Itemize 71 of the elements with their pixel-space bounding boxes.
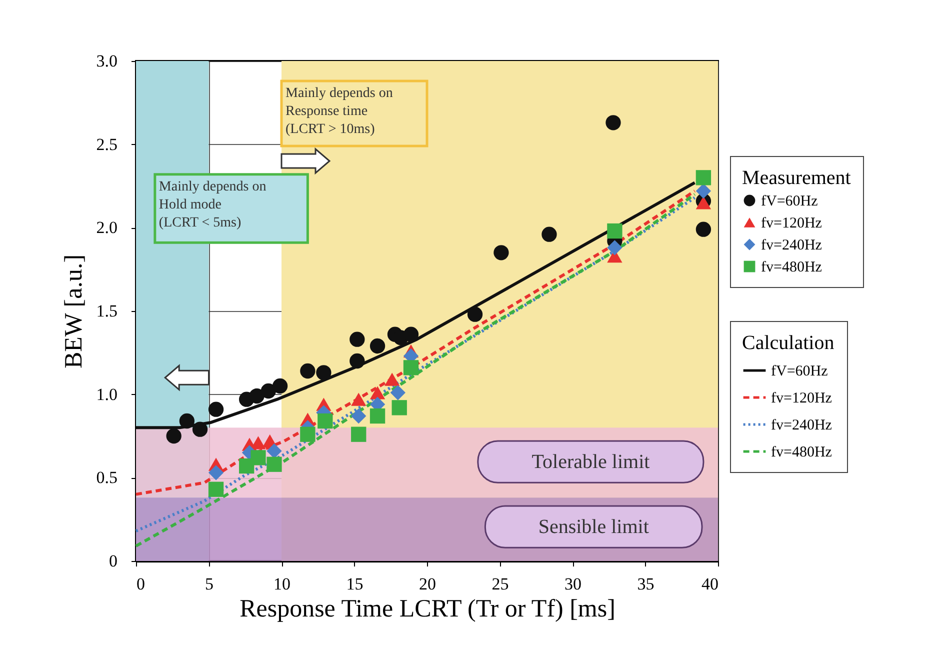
legend-label: fv=120Hz xyxy=(771,390,832,406)
point xyxy=(316,365,332,380)
text: Calculation xyxy=(742,332,834,354)
x-tick-label: 30 xyxy=(564,574,582,594)
y-tick-label: 3.0 xyxy=(96,52,118,70)
point xyxy=(179,413,195,429)
point xyxy=(192,422,208,437)
point xyxy=(350,353,365,369)
x-axis-title: Response Time LCRT (Tr or Tf) [ms] xyxy=(240,596,616,622)
point xyxy=(370,408,386,424)
x-tick-label: 10 xyxy=(274,574,290,594)
legend-label: fv=240Hz xyxy=(761,238,822,254)
x-tick-label: 40 xyxy=(702,574,718,594)
point xyxy=(272,378,288,394)
point xyxy=(403,360,419,376)
band-label: Tolerable limit xyxy=(532,450,650,473)
point xyxy=(300,426,316,442)
point xyxy=(318,413,333,429)
legend-label: fv=240Hz xyxy=(771,418,832,434)
point xyxy=(403,326,419,342)
point xyxy=(351,426,366,442)
x-tick-label: 25 xyxy=(492,574,509,594)
point xyxy=(494,245,509,260)
y-tick-label: 2.0 xyxy=(96,218,118,238)
band-label: Mainly depends on Hold mode (LCRT < 5ms) xyxy=(158,179,266,230)
point xyxy=(260,383,276,399)
x-tick-label: 5 xyxy=(205,574,214,594)
band-label: Mainly depends on Response time (LCRT > 10ms) xyxy=(286,86,393,137)
point xyxy=(350,332,365,347)
legend-label: fv=120Hz xyxy=(761,216,822,232)
point xyxy=(392,400,407,416)
point xyxy=(696,170,712,186)
legend-label: fV=60Hz xyxy=(761,194,818,210)
y-tick-label: 2.5 xyxy=(96,134,118,154)
point xyxy=(208,482,224,497)
point xyxy=(370,386,386,400)
point xyxy=(696,196,712,210)
point xyxy=(606,115,621,130)
y-axis-title: BEW [a.u.] xyxy=(60,254,88,369)
legend-label: fv=480Hz xyxy=(761,260,822,276)
point xyxy=(351,408,366,424)
point xyxy=(250,450,266,466)
point xyxy=(166,428,182,444)
point xyxy=(266,443,282,459)
point xyxy=(300,363,316,379)
point xyxy=(208,465,224,480)
y-tick-label: 1.0 xyxy=(96,384,118,404)
y-tick-label: 1.5 xyxy=(96,302,118,320)
x-tick-label: 15 xyxy=(346,574,364,594)
point xyxy=(696,183,712,199)
x-tick-label: 20 xyxy=(419,574,436,594)
y-tick-label: 0.5 xyxy=(96,468,118,488)
point xyxy=(370,338,386,354)
point xyxy=(351,392,366,406)
text: Measurement xyxy=(742,167,851,189)
point xyxy=(390,385,406,400)
point xyxy=(607,240,622,256)
x-tick-label: 35 xyxy=(637,574,654,594)
x-tick-label: 0 xyxy=(136,574,145,594)
point xyxy=(208,402,224,417)
point xyxy=(249,388,264,404)
y-tick-label: 0 xyxy=(109,552,118,570)
legend-label: fv=480Hz xyxy=(771,444,832,460)
point xyxy=(266,456,282,472)
point xyxy=(542,226,557,242)
legend-label: fV=60Hz xyxy=(771,364,828,380)
point xyxy=(696,222,712,237)
point xyxy=(384,372,400,386)
point xyxy=(467,306,483,322)
point xyxy=(607,223,622,239)
band-label: Sensible limit xyxy=(538,516,650,538)
